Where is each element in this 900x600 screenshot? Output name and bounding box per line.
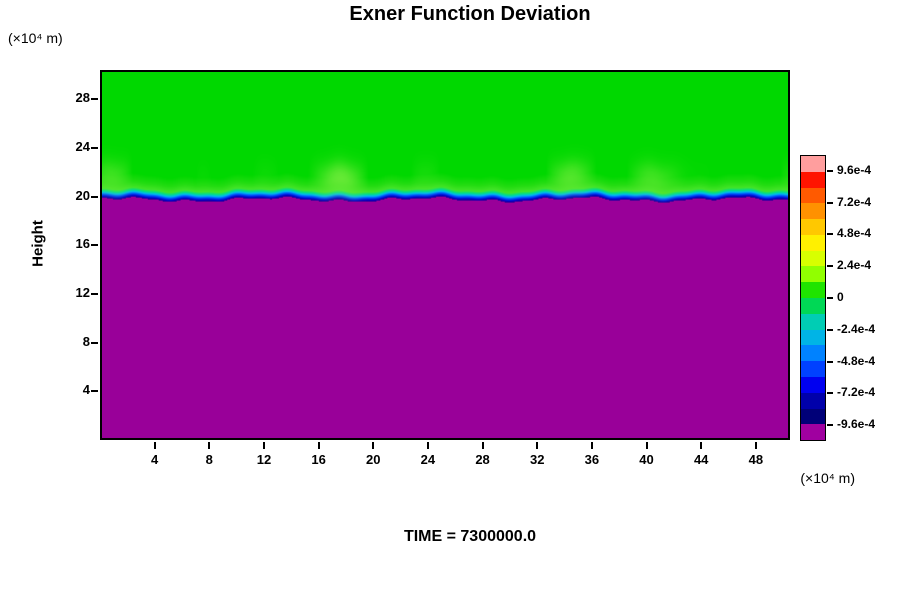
x-tick-mark — [426, 442, 429, 449]
colorbar-tick-label: 2.4e-4 — [837, 258, 872, 273]
x-tick-mark — [262, 442, 265, 449]
x-tick-mark — [536, 442, 539, 449]
y-tick-label: 28 — [75, 90, 90, 106]
colorbar-segment — [801, 424, 825, 441]
colorbar-segment — [801, 171, 825, 188]
colorbar-tick-label: 0 — [837, 290, 844, 304]
y-tick-mark — [91, 292, 98, 295]
colorbar-tick-mark — [827, 201, 833, 204]
colorbar-segment — [801, 203, 825, 220]
y-axis-unit-label: (×10⁴ m) — [8, 30, 63, 46]
x-axis-unit-label: (×10⁴ m) — [800, 470, 855, 486]
chart-title: Exner Function Deviation — [349, 3, 591, 25]
colorbar-tick-label: 7.2e-4 — [837, 194, 872, 209]
plot-area — [100, 70, 790, 440]
colorbar-segment — [801, 282, 825, 299]
colorbar-tick-label: -9.6e-4 — [837, 417, 876, 432]
colorbar-segment — [801, 329, 825, 346]
colorbar-segment — [801, 156, 825, 172]
x-tick-label: 4 — [151, 452, 159, 467]
x-tick-label: 28 — [475, 452, 490, 467]
y-tick-label: 4 — [82, 382, 90, 398]
colorbar-tick-label: 4.8e-4 — [837, 226, 872, 241]
heatmap-canvas — [102, 72, 788, 438]
colorbar-tick-mark — [827, 297, 833, 299]
colorbar-tick-label: -4.8e-4 — [837, 353, 876, 368]
colorbar-tick-mark — [827, 328, 833, 331]
colorbar-segment — [801, 250, 825, 267]
y-tick-mark — [91, 244, 98, 247]
x-tick-mark — [372, 442, 375, 449]
x-tick-label: 44 — [693, 452, 709, 467]
colorbar-tick-mark — [827, 265, 833, 268]
colorbar-segment — [801, 376, 825, 393]
y-tick-mark — [91, 195, 98, 198]
x-tick-label: 32 — [529, 452, 545, 467]
colorbar-tick-mark — [827, 233, 833, 236]
x-tick-mark — [481, 442, 484, 449]
colorbar-segment — [801, 219, 825, 235]
colorbar-segment — [801, 298, 825, 314]
x-tick-label: 12 — [256, 452, 272, 467]
colorbar-segment — [801, 392, 825, 409]
x-tick-label: 8 — [205, 452, 213, 467]
colorbar-segment — [801, 266, 825, 283]
x-tick-mark — [317, 442, 320, 449]
y-tick-label: 16 — [75, 236, 90, 252]
x-tick-label: 36 — [584, 452, 600, 467]
colorbar-segment — [801, 187, 825, 204]
y-tick-mark — [91, 98, 98, 101]
x-tick-mark — [590, 442, 593, 449]
colorbar-tick-mark — [827, 169, 833, 172]
y-tick-label: 8 — [82, 333, 90, 349]
x-tick-mark — [153, 442, 156, 449]
y-tick-label: 24 — [75, 138, 90, 154]
time-label: TIME = 7300000.0 — [403, 528, 537, 545]
colorbar-tick-label: -2.4e-4 — [837, 321, 876, 336]
colorbar-tick-mark — [827, 392, 833, 395]
x-tick-mark — [645, 442, 648, 449]
y-tick-mark — [91, 390, 98, 393]
x-tick-label: 40 — [639, 452, 654, 467]
colorbar-tick-label: -7.2e-4 — [837, 385, 876, 400]
y-tick-label: 20 — [75, 187, 90, 203]
x-tick-mark — [208, 442, 211, 449]
colorbar-tick-mark — [827, 360, 833, 363]
colorbar-tick-mark — [827, 424, 833, 427]
x-tick-label: 24 — [420, 452, 436, 467]
x-tick-label: 48 — [748, 452, 764, 467]
x-tick-label: 16 — [311, 452, 326, 467]
y-tick-mark — [91, 341, 98, 344]
x-tick-label: 20 — [366, 452, 381, 467]
colorbar — [800, 155, 826, 441]
colorbar-segment — [801, 345, 825, 362]
colorbar-segment — [801, 234, 825, 251]
colorbar-segment — [801, 408, 825, 425]
y-tick-label: 12 — [75, 284, 90, 300]
y-axis-label: Height — [29, 220, 47, 267]
x-tick-mark — [754, 442, 757, 449]
colorbar-segment — [801, 361, 825, 377]
y-tick-mark — [91, 146, 98, 149]
colorbar-tick-label: 9.6e-4 — [837, 162, 872, 177]
colorbar-segment — [801, 313, 825, 330]
x-tick-mark — [700, 442, 703, 449]
